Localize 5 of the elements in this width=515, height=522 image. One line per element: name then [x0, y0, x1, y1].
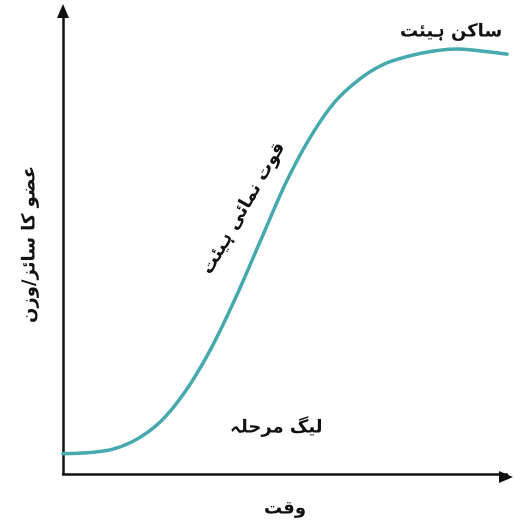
text: ساکن ہیئت — [400, 20, 502, 42]
annotation: لیگ مرحلہ — [230, 416, 322, 438]
y-axis-title: عضو کا سائز/وزن — [18, 166, 40, 323]
annotation: قوت نمائی ہیئت — [196, 138, 290, 278]
x-axis-title: وقت — [264, 498, 306, 518]
